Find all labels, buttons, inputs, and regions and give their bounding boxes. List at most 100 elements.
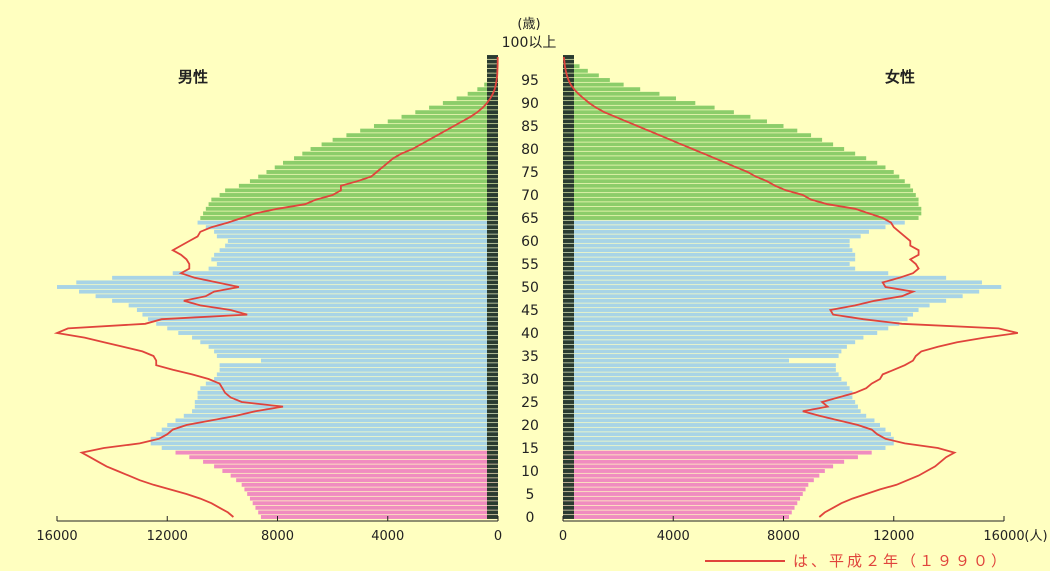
female-tick-strip-age-3 [563, 501, 574, 506]
male-bar-age-70 [219, 193, 498, 197]
female-bar-age-42 [563, 321, 900, 326]
female-bar-age-61 [563, 234, 861, 239]
male-x-tick-label-16000: 16000 [36, 529, 77, 544]
male-tick-strip-age-74 [487, 174, 498, 179]
male-bar-age-68 [208, 202, 498, 207]
female-bar-age-45 [563, 308, 919, 312]
male-tick-strip-age-89 [487, 105, 498, 110]
male-tick-strip-age-86 [487, 119, 498, 124]
female-tick-strip-age-50 [563, 285, 574, 289]
male-tick-strip-age-46 [487, 303, 498, 308]
male-tick-strip-age-81 [487, 142, 498, 147]
female-bar-age-77 [563, 160, 878, 165]
male-tick-strip-age-87 [487, 114, 498, 119]
female-tick-strip-age-8 [563, 478, 574, 483]
male-tick-strip-age-37 [487, 344, 498, 349]
age-label-60: 60 [521, 234, 539, 250]
female-x-tick-label-8000: 8000 [767, 529, 800, 544]
male-tick-strip-age-21 [487, 418, 498, 423]
female-bar-age-86 [563, 119, 767, 124]
male-tick-strip-age-30 [487, 377, 498, 381]
female-bar-age-35 [563, 354, 839, 358]
male-bar-age-17 [150, 436, 498, 441]
male-bar-age-80 [310, 147, 498, 151]
male-tick-strip-age-31 [487, 372, 498, 377]
female-bar-age-18 [563, 432, 891, 437]
male-tick-strip-age-53 [487, 271, 498, 276]
male-tick-strip-age-54 [487, 266, 498, 271]
female-tick-strip-age-82 [563, 137, 574, 142]
male-tick-strip-age-36 [487, 349, 498, 354]
male-1990-line [53, 57, 499, 518]
female-bar-age-87 [563, 114, 751, 119]
female-bar-age-60 [563, 239, 850, 243]
male-bar-age-32 [219, 367, 498, 372]
female-tick-strip-age-86 [563, 119, 574, 124]
female-tick-strip-age-36 [563, 349, 574, 354]
male-tick-strip-age-55 [487, 262, 498, 266]
female-bar-age-55 [563, 262, 850, 266]
female-bar-age-90 [563, 101, 696, 105]
male-bar-age-48 [95, 294, 499, 299]
male-tick-strip-age-52 [487, 275, 498, 280]
top-age-label: 100以上 [502, 35, 557, 51]
female-tick-strip-age-68 [563, 202, 574, 207]
male-tick-strip-age-2 [487, 505, 498, 510]
male-bar-age-26 [197, 395, 498, 400]
male-tick-strip-age-99 [487, 59, 498, 64]
male-bar-age-56 [211, 257, 498, 262]
female-tick-strip-age-75 [563, 170, 574, 174]
male-tick-strip-age-28 [487, 386, 498, 391]
female-tick-strip-age-71 [563, 188, 574, 193]
female-tick-strip-age-35 [563, 354, 574, 358]
female-bar-age-88 [563, 110, 734, 115]
female-bar-age-32 [563, 367, 836, 372]
female-bar-age-17 [563, 436, 894, 441]
female-bars [563, 55, 1002, 519]
male-bar-age-45 [136, 308, 498, 312]
female-bar-age-64 [563, 220, 905, 225]
male-tick-strip-age-49 [487, 289, 498, 294]
male-tick-strip-age-27 [487, 390, 498, 395]
female-bar-age-31 [563, 372, 839, 377]
female-bar-age-96 [563, 73, 599, 78]
male-bar-age-82 [332, 137, 498, 142]
male-tick-strip-age-34 [487, 358, 498, 363]
male-tick-strip-age-76 [487, 165, 498, 170]
female-bar-age-56 [563, 257, 856, 262]
male-bar-age-23 [192, 409, 498, 414]
male-tick-strip-age-4 [487, 496, 498, 501]
male-tick-strip-age-39 [487, 335, 498, 340]
male-tick-strip-age-20 [487, 423, 498, 427]
female-bar-age-81 [563, 142, 834, 147]
male-bar-age-77 [283, 160, 498, 165]
male-bar-age-10 [222, 469, 498, 473]
female-bar-age-51 [563, 280, 982, 285]
female-bar-age-54 [563, 266, 856, 271]
age-labels: 0 5 10 15 20 25 30 35 40 45 50 55 60 65 70 75 80 85 90 95 [521, 73, 539, 526]
male-tick-strip-age-14 [487, 450, 498, 455]
male-tick-strip-age-59 [487, 243, 498, 248]
female-bar-age-43 [563, 317, 908, 322]
female-bar-age-28 [563, 386, 850, 391]
male-tick-strip-age-47 [487, 298, 498, 303]
female-tick-strip-age-28 [563, 386, 574, 391]
male-tick-strip-age-3 [487, 501, 498, 506]
female-tick-strip-age-26 [563, 395, 574, 400]
female-tick-strip-age-22 [563, 413, 574, 418]
female-bar-age-84 [563, 128, 798, 133]
female-bar-age-49 [563, 289, 980, 294]
x-unit-label: (人) [1024, 529, 1047, 544]
female-bar-age-97 [563, 68, 588, 73]
female-tick-strip-age-55 [563, 262, 574, 266]
male-bar-age-19 [161, 427, 499, 432]
female-tick-strip-age-33 [563, 363, 574, 368]
male-tick-strip-age-43 [487, 317, 498, 322]
female-bar-age-24 [563, 404, 858, 409]
female-tick-strip-age-47 [563, 298, 574, 303]
male-bar-age-67 [205, 206, 498, 211]
female-tick-strip-age-52 [563, 275, 574, 280]
male-bar-age-87 [401, 114, 498, 119]
male-tick-strip-age-68 [487, 202, 498, 207]
male-bar-age-54 [208, 266, 498, 271]
